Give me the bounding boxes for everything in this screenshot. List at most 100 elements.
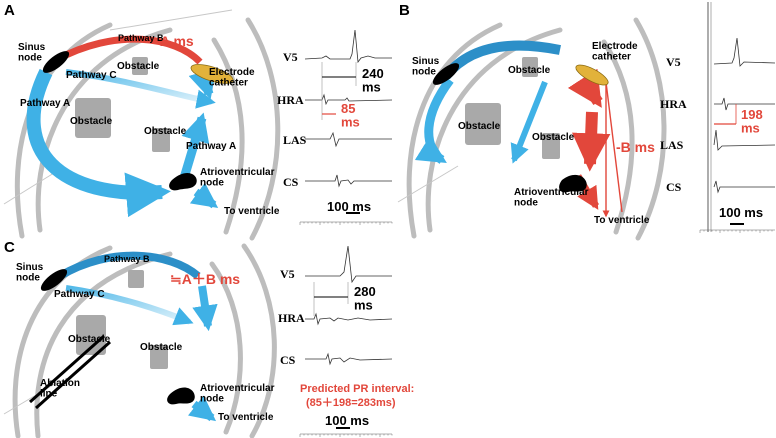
panel-c-sinus-node-label: Sinus node	[16, 262, 44, 284]
panel-a-pathway-b-label: Pathway B	[118, 33, 164, 43]
panel-b-wall-right-inner	[601, 39, 635, 235]
panel-c-predicted-title: Predicted PR interval:	[300, 383, 414, 395]
panel-a-pathway-b-arrow	[54, 35, 203, 65]
panel-a-obstacle-large-label: Obstacle	[70, 116, 113, 127]
panel-a-to-ventricle-label: To ventricle	[224, 206, 280, 217]
panel-b-pathway-center-arrow	[510, 80, 548, 164]
panel-c-wall-right-inner	[209, 261, 243, 435]
panel-a-fiber	[109, 9, 233, 31]
panel-b-red-arrow-1	[567, 68, 603, 108]
panel-c: C Sinus node Pathway B Pathway C ≒A＋B ms …	[3, 239, 414, 438]
panel-c-pathway-c-label: Pathway C	[54, 289, 105, 300]
panel-c-to-ventricle-label: To ventricle	[218, 412, 274, 423]
panel-b-lead-v5: V5	[666, 55, 681, 69]
panel-b-trace-las	[713, 129, 776, 151]
panel-c-ablation-line-2	[35, 340, 111, 410]
panel-c-pathway-down-arrow	[192, 285, 218, 332]
panel-a-scale-label: 100 ms	[327, 199, 371, 214]
panel-b-lead-hra: HRA	[660, 97, 687, 111]
panel-b-interval-hra: 198 ms	[741, 107, 763, 136]
panel-b-sinus-node	[432, 63, 460, 85]
panel-b-av-node-label: Atrioventricular node	[514, 187, 589, 209]
panel-c-pathway-c-arrow	[65, 285, 194, 326]
panel-c-obstacle-large	[76, 315, 106, 355]
panel-a-wall-inner	[35, 27, 173, 233]
panel-c-lead-cs: CS	[280, 353, 296, 367]
panel-b-red-line-right	[605, 81, 623, 213]
panel-a-sinus-node	[42, 51, 70, 73]
panel-a-wall-right-inner	[211, 37, 245, 235]
panel-c-sinus-node	[40, 269, 68, 291]
panel-b-ecg: V5 HRA LAS CS 198 ms 100 ms	[660, 2, 776, 233]
panel-c-wall-right	[241, 243, 277, 438]
panel-a-letter: A	[4, 2, 15, 19]
panel-a-obstacle-small-label: Obstacle	[144, 126, 187, 137]
panel-b-obstacle-large	[465, 103, 501, 145]
panel-a-trace-hra	[305, 93, 393, 106]
panel-c-lead-v5: V5	[280, 267, 295, 281]
panel-a-trace-cs	[305, 174, 392, 188]
panel-a-interval-v5: 240 ms	[362, 66, 384, 95]
panel-b-sinus-node-label: Sinus node	[412, 56, 440, 78]
panel-c-predicted-value: (85＋198=283ms)	[306, 397, 396, 409]
panel-c-fiber	[3, 381, 59, 415]
panel-b-delay-label: -B ms	[616, 139, 655, 155]
panel-a-lead-las: LAS	[283, 133, 307, 147]
panel-a-lead-hra: HRA	[277, 93, 304, 107]
panel-b-wall-outer	[406, 22, 503, 239]
panel-b-obstacle-top-label: Obstacle	[508, 65, 551, 76]
panel-b-trace-cs	[713, 180, 775, 194]
panel-b-fiber	[397, 165, 459, 203]
panel-b-trace-v5	[713, 37, 776, 67]
panel-c-ablation-line-1	[29, 334, 105, 404]
panel-a-lead-v5: V5	[283, 50, 298, 64]
panel-a-obstacle-top	[132, 57, 148, 75]
panel-b-av-node	[559, 174, 587, 193]
panel-a-electrode-catheter-label: Electrode catheter	[209, 67, 255, 89]
panel-a-trace-v5	[304, 29, 392, 64]
panel-a-obstacle-top-label: Obstacle	[117, 61, 160, 72]
panel-b-electrode-catheter	[575, 64, 609, 86]
panel-c-obstacle-small-label: Obstacle	[140, 342, 183, 353]
panel-a-sinus-node-label: Sinus node	[18, 42, 46, 64]
panel-a-lead-cs: CS	[283, 175, 299, 189]
panel-c-ablation-label: Ablation line	[40, 378, 80, 400]
panel-c-letter: C	[4, 239, 15, 256]
panel-c-av-node-label: Atrioventricular node	[200, 383, 275, 405]
panel-b-letter: B	[399, 2, 410, 19]
panel-b-red-arrow-2	[571, 111, 611, 172]
panel-a-ecg: V5 HRA LAS CS 240 ms 85 ms 100 ms	[277, 29, 393, 225]
panel-a-wall-right	[245, 17, 281, 241]
panel-a-pathway-a-label: Pathway A	[20, 98, 70, 109]
panel-b-pathway-left-arrow	[414, 77, 454, 164]
panel-c-trace-v5	[305, 245, 392, 284]
panel-c-to-ventricle-arrow	[187, 395, 217, 422]
panel-a-trace-las	[305, 131, 392, 148]
panel-a-to-ventricle-arrow	[189, 182, 219, 209]
panel-a: A Sinus node Pathway B A ms Pathway C Pat…	[3, 2, 393, 241]
panel-b-to-ventricle-label: To ventricle	[594, 215, 650, 226]
panel-a-interval-hra: 85 ms	[341, 101, 360, 130]
panel-a-pathway-a-lower-label: Pathway A	[186, 141, 236, 152]
panel-a-electrode-catheter	[190, 64, 234, 84]
panel-c-interval-v5: 280 ms	[354, 284, 376, 313]
panel-b-lead-cs: CS	[666, 180, 682, 194]
panel-a-pathway-c-label: Pathway C	[66, 70, 117, 81]
panel-c-av-node	[167, 387, 195, 405]
panel-c-pathway-b-label: Pathway B	[104, 254, 150, 264]
panel-c-obstacle-top	[128, 270, 144, 288]
panel-c-pathway-b-arrow	[57, 251, 201, 280]
panel-a-delay-label: A ms	[160, 33, 194, 49]
panel-a-pathway-a-arrow	[26, 68, 171, 218]
panel-b-obstacle-top	[522, 57, 538, 77]
panel-b: B Sinus node Obstacle Obstacle Obstacle E…	[397, 2, 776, 241]
panel-a-av-node-label: Atrioventricular node	[200, 167, 275, 189]
panel-b-obstacle-small	[542, 133, 560, 159]
panel-c-obstacle-small	[150, 345, 168, 369]
panel-a-obstacle-large	[75, 98, 111, 138]
panel-b-lead-las: LAS	[660, 138, 684, 152]
panel-c-obstacle-large-label: Obstacle	[68, 334, 111, 345]
panel-a-pathway-a-up-arrow	[179, 112, 210, 180]
panel-b-obstacle-small-label: Obstacle	[532, 132, 575, 143]
